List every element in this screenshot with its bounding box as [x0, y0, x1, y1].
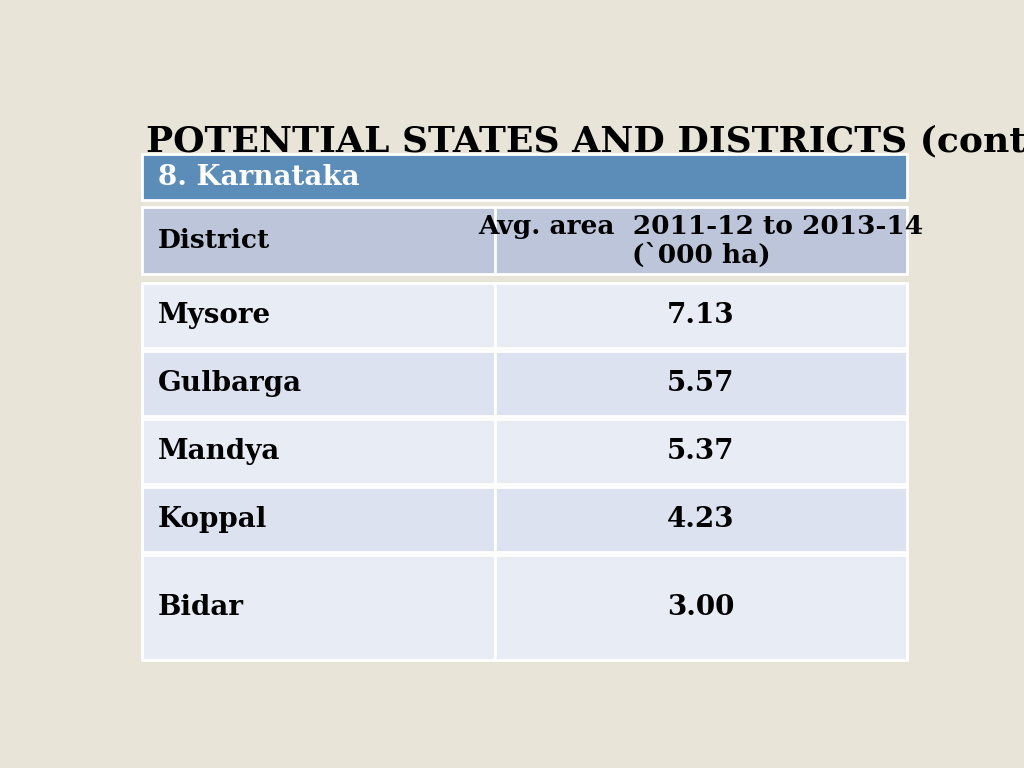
Bar: [142, 554, 495, 660]
Bar: [142, 283, 495, 348]
Bar: [142, 419, 495, 485]
Text: 5.37: 5.37: [668, 438, 735, 465]
Text: Koppal: Koppal: [158, 506, 267, 533]
Text: POTENTIAL STATES AND DISTRICTS (contd): POTENTIAL STATES AND DISTRICTS (contd): [146, 124, 1024, 159]
Text: 7.13: 7.13: [668, 302, 735, 329]
Text: Avg. area  2011-12 to 2013-14
(`000 ha): Avg. area 2011-12 to 2013-14 (`000 ha): [478, 214, 924, 268]
Bar: [142, 154, 907, 200]
Text: 4.23: 4.23: [668, 506, 735, 533]
Text: Gulbarga: Gulbarga: [158, 370, 302, 397]
Bar: [495, 350, 907, 416]
Bar: [142, 350, 495, 416]
Text: District: District: [158, 228, 270, 253]
Text: 5.57: 5.57: [668, 370, 735, 397]
Bar: [495, 283, 907, 348]
Bar: [142, 207, 907, 274]
Bar: [142, 487, 495, 552]
Text: 8. Karnataka: 8. Karnataka: [158, 164, 359, 190]
Text: Bidar: Bidar: [158, 594, 244, 621]
Text: Mysore: Mysore: [158, 302, 271, 329]
Text: Mandya: Mandya: [158, 438, 281, 465]
Bar: [495, 487, 907, 552]
Bar: [495, 554, 907, 660]
Text: 3.00: 3.00: [668, 594, 734, 621]
Bar: [495, 419, 907, 485]
